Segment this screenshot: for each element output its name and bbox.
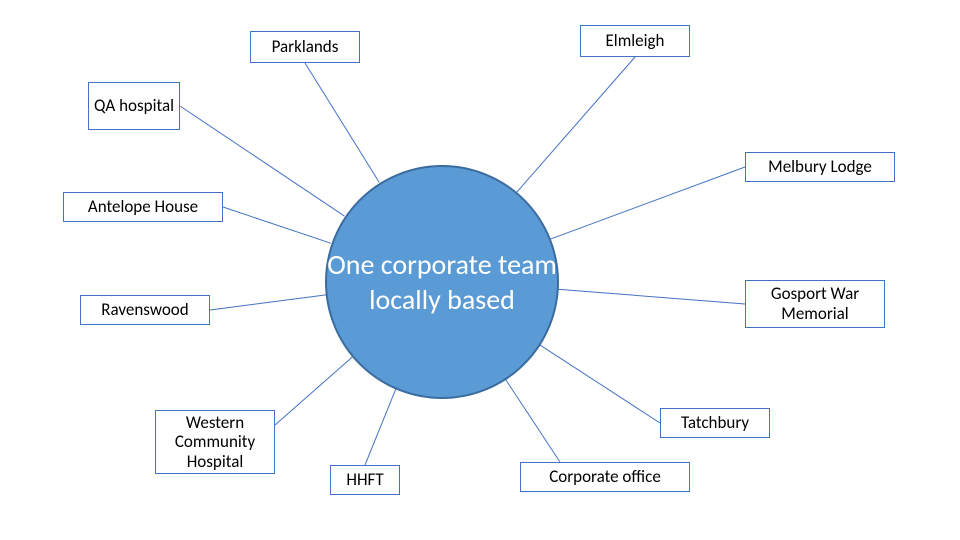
connector-melbury-lodge: [548, 167, 745, 240]
node-label: Melbury Lodge: [768, 157, 872, 177]
node-antelope-house: Antelope House: [63, 192, 223, 222]
connector-ravenswood: [210, 295, 326, 310]
node-hhft: HHFT: [330, 465, 400, 495]
node-melbury-lodge: Melbury Lodge: [745, 152, 895, 182]
node-label: Tatchbury: [681, 413, 749, 433]
node-ravenswood: Ravenswood: [80, 295, 210, 325]
node-label: Western Community Hospital: [160, 413, 270, 472]
node-label: Elmleigh: [606, 31, 665, 51]
center-node: One corporate team locally based: [325, 165, 559, 399]
connector-hhft: [365, 387, 397, 465]
node-parklands: Parklands: [250, 31, 360, 63]
node-elmleigh: Elmleigh: [580, 25, 690, 57]
node-western: Western Community Hospital: [155, 410, 275, 474]
connector-elmleigh: [516, 57, 635, 193]
connector-western: [275, 356, 354, 425]
connector-antelope-house: [223, 207, 331, 243]
center-label: One corporate team locally based: [327, 247, 557, 317]
node-label: Antelope House: [88, 197, 198, 217]
connector-corporate-office: [503, 376, 560, 462]
node-qa-hospital: QA hospital: [88, 82, 180, 130]
node-label: QA hospital: [94, 96, 174, 116]
connector-tatchbury: [536, 343, 660, 423]
connector-gosport: [555, 289, 745, 304]
node-label: Parklands: [272, 37, 339, 57]
node-tatchbury: Tatchbury: [660, 408, 770, 438]
node-label: Corporate office: [549, 467, 661, 487]
diagram-stage: One corporate team locally based Parklan…: [0, 0, 960, 540]
node-label: HHFT: [346, 470, 383, 490]
node-corporate-office: Corporate office: [520, 462, 690, 492]
connector-parklands: [305, 63, 379, 182]
node-label: Gosport War Memorial: [750, 284, 880, 323]
node-gosport: Gosport War Memorial: [745, 280, 885, 328]
node-label: Ravenswood: [101, 300, 188, 320]
